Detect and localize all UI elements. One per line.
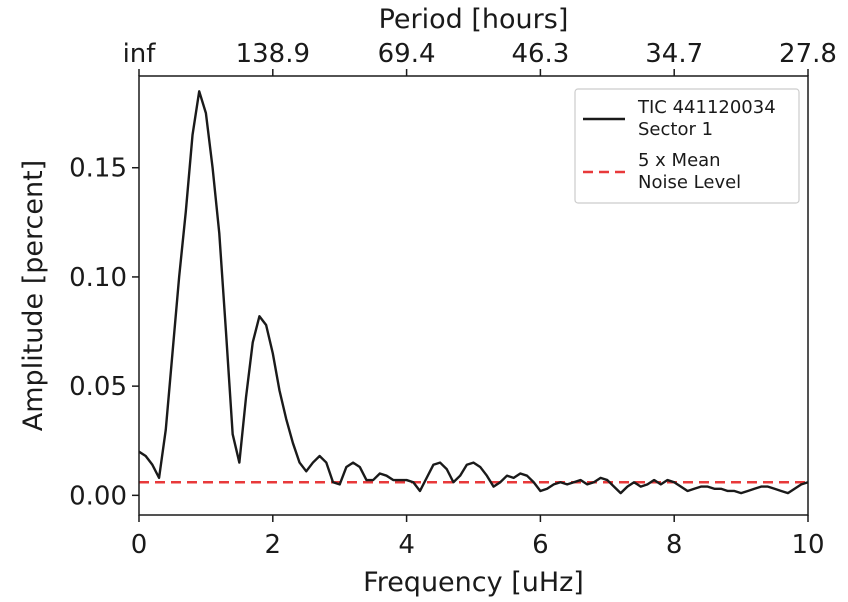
x-axis-title: Frequency [uHz]	[363, 567, 584, 598]
y-tick-label: 0.00	[69, 481, 127, 511]
top-axis-title: Period [hours]	[379, 4, 569, 35]
x-tick-label: 4	[398, 530, 415, 560]
top-tick-label: 46.3	[511, 39, 569, 69]
y-tick-label: 0.05	[69, 372, 127, 402]
legend-label: Sector 1	[638, 119, 713, 140]
x-tick-label: 2	[265, 530, 282, 560]
plot-area	[138, 75, 809, 516]
plot-frame	[138, 75, 809, 516]
top-tick-label: 138.9	[236, 39, 310, 69]
spectrum-line	[139, 90, 808, 495]
y-tick-label: 0.15	[69, 154, 127, 184]
x-tick-label: 10	[791, 530, 824, 560]
tick-layer: 0 2 4 6 8 10 inf 138.9 69.4 46.3 34.7 27.8 0.00 0.05 0…	[69, 39, 837, 560]
y-tick-label: 0.10	[69, 263, 127, 293]
top-tick-label: 27.8	[779, 39, 837, 69]
legend-box	[574, 88, 800, 204]
x-tick-label: 8	[666, 530, 683, 560]
top-tick-label: 69.4	[378, 39, 436, 69]
y-axis-title: Amplitude [percent]	[18, 160, 49, 431]
legend-label: 5 x Mean	[638, 150, 721, 171]
x-tick-label: 0	[131, 530, 148, 560]
legend-label: Noise Level	[638, 172, 741, 193]
legend-label: TIC 441120034	[637, 97, 776, 118]
top-tick-label: 34.7	[645, 39, 703, 69]
x-tick-label: 6	[532, 530, 549, 560]
top-tick-label: inf	[123, 39, 157, 69]
